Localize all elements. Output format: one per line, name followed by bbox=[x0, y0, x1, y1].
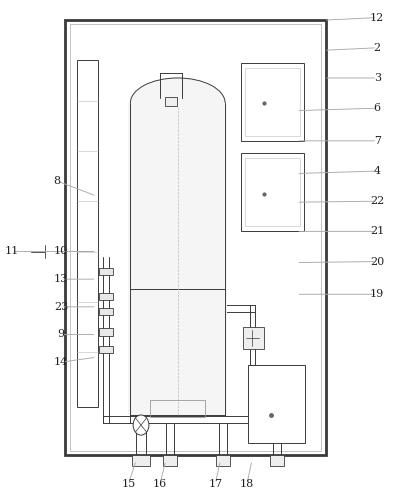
Text: 19: 19 bbox=[370, 289, 384, 299]
Text: 20: 20 bbox=[370, 257, 384, 267]
Bar bbox=[269, 455, 284, 466]
Text: 23: 23 bbox=[54, 302, 68, 312]
Bar bbox=[241, 153, 304, 231]
Text: 13: 13 bbox=[54, 274, 68, 284]
Bar bbox=[70, 24, 321, 451]
Bar bbox=[65, 20, 326, 455]
Text: 22: 22 bbox=[370, 196, 384, 206]
Ellipse shape bbox=[130, 78, 225, 128]
Text: 18: 18 bbox=[240, 479, 254, 489]
Text: 17: 17 bbox=[208, 479, 222, 489]
Bar bbox=[132, 455, 150, 466]
Bar bbox=[165, 97, 177, 106]
Text: 15: 15 bbox=[121, 479, 135, 489]
Text: 3: 3 bbox=[374, 73, 381, 83]
Text: 4: 4 bbox=[374, 166, 381, 176]
Text: 7: 7 bbox=[374, 136, 381, 146]
Text: 11: 11 bbox=[5, 246, 19, 257]
Bar bbox=[99, 293, 113, 300]
Text: 10: 10 bbox=[54, 246, 68, 257]
Text: 21: 21 bbox=[370, 226, 384, 236]
Bar bbox=[99, 308, 113, 315]
Circle shape bbox=[133, 415, 149, 435]
Bar bbox=[216, 455, 230, 466]
Text: 12: 12 bbox=[370, 13, 384, 23]
Bar bbox=[245, 158, 300, 226]
Bar bbox=[248, 365, 305, 443]
Text: 8: 8 bbox=[54, 176, 61, 186]
Bar bbox=[150, 400, 205, 417]
Text: 2: 2 bbox=[374, 43, 381, 53]
Bar bbox=[128, 103, 227, 415]
Bar bbox=[245, 68, 300, 136]
Text: 6: 6 bbox=[374, 103, 381, 113]
Bar bbox=[243, 327, 264, 349]
Bar bbox=[77, 60, 98, 407]
Text: 16: 16 bbox=[153, 479, 167, 489]
Bar bbox=[163, 455, 177, 466]
Text: 14: 14 bbox=[54, 357, 68, 367]
Text: 9: 9 bbox=[58, 329, 65, 340]
Bar bbox=[99, 328, 113, 336]
Bar bbox=[99, 346, 113, 353]
Bar bbox=[99, 268, 113, 275]
Bar bbox=[130, 103, 225, 415]
Bar bbox=[241, 63, 304, 141]
